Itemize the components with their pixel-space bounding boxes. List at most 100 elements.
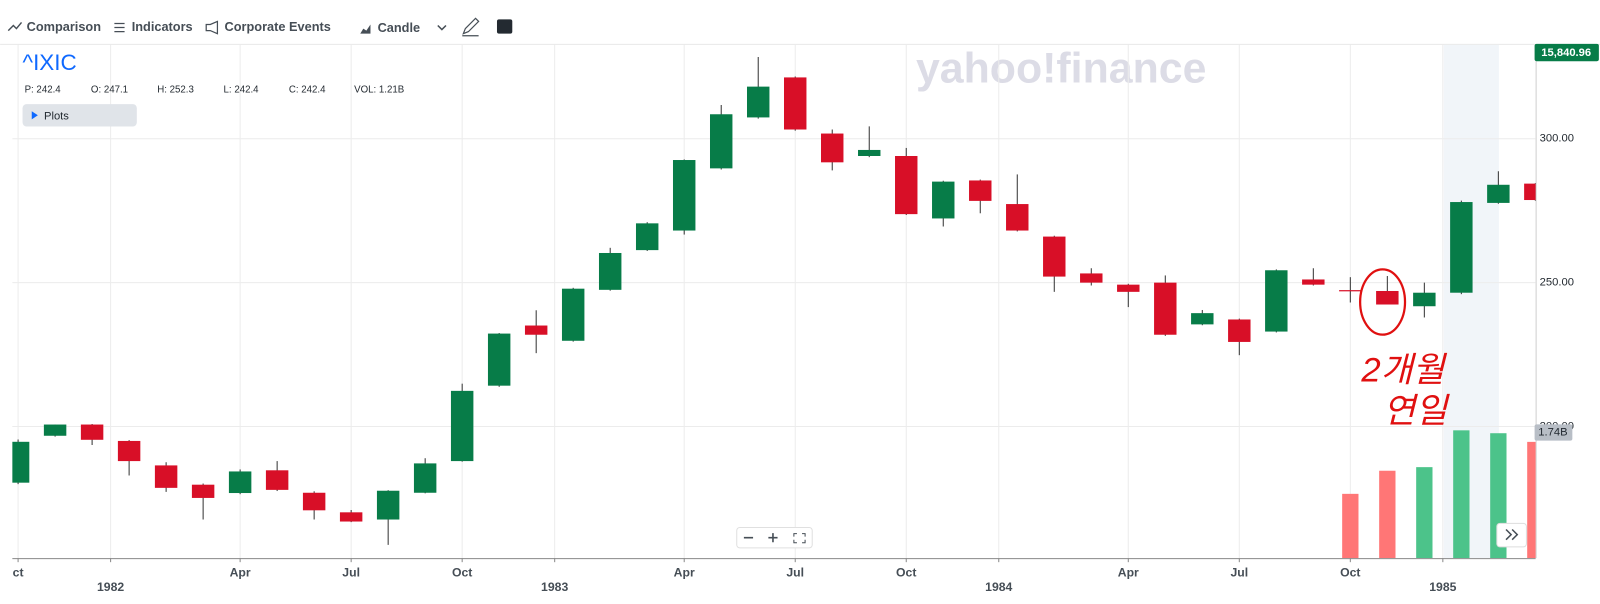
volume-bar bbox=[1527, 441, 1536, 559]
candle-body bbox=[1450, 202, 1473, 293]
layout-icon[interactable] bbox=[496, 19, 513, 34]
volume-tick-tag bbox=[1534, 424, 1573, 441]
x-tick-label: Apr bbox=[230, 566, 251, 580]
candle-body bbox=[450, 390, 474, 462]
annotation-text: 2개월 bbox=[1360, 352, 1447, 390]
candle-body bbox=[1117, 284, 1140, 292]
candle-body bbox=[635, 223, 659, 251]
highlight-band bbox=[1443, 44, 1499, 559]
x-tick-label: Apr bbox=[674, 566, 695, 580]
volume-bar bbox=[1379, 470, 1396, 559]
y-tick-label: 300.00 bbox=[1540, 133, 1574, 145]
x-tick-label: Jul bbox=[342, 566, 360, 580]
current-price-label: 15,840.96 bbox=[1541, 47, 1591, 59]
grid bbox=[12, 44, 1536, 559]
candle-body bbox=[746, 86, 770, 118]
candle-body bbox=[1191, 313, 1214, 325]
symbol-title: ^IXIC bbox=[23, 50, 77, 75]
x-tick-label: Jul bbox=[786, 566, 804, 580]
candle-body bbox=[413, 463, 437, 493]
plots-arrow[interactable] bbox=[31, 111, 38, 120]
candle-body bbox=[932, 181, 955, 219]
events-icon[interactable] bbox=[205, 20, 219, 35]
plots-button[interactable]: Plots bbox=[44, 110, 69, 122]
candle-body bbox=[228, 471, 252, 494]
candle-body bbox=[1376, 290, 1399, 305]
candle-body bbox=[858, 149, 881, 156]
x-tick-label: 1984 bbox=[985, 580, 1012, 594]
x-tick-label: Jul bbox=[1230, 566, 1248, 580]
zoom-in[interactable] bbox=[768, 533, 778, 543]
candle-body bbox=[1487, 184, 1510, 203]
x-tick-label: Oct bbox=[1340, 566, 1360, 580]
candle-body bbox=[487, 333, 511, 386]
candle-body bbox=[376, 490, 400, 520]
indicators-button[interactable]: Indicators bbox=[132, 19, 193, 34]
draw-icon[interactable] bbox=[462, 17, 480, 37]
chart-style-chevron[interactable] bbox=[437, 24, 447, 31]
y-tick-label: 250.00 bbox=[1540, 277, 1574, 289]
toolbar: Comparison Indicators Corporate Events C… bbox=[7, 17, 513, 37]
x-tick-label: Oct bbox=[896, 566, 916, 580]
candle-body bbox=[1080, 273, 1103, 283]
candle-body bbox=[12, 441, 30, 483]
candle-body bbox=[784, 77, 807, 130]
candle-body bbox=[598, 252, 622, 290]
x-tick-label: Oct bbox=[452, 566, 472, 580]
candle-body bbox=[524, 325, 548, 335]
candle-body bbox=[1524, 183, 1536, 201]
candle-body bbox=[1228, 319, 1251, 342]
x-tick-label: 1985 bbox=[1429, 580, 1456, 594]
volume-bar bbox=[1453, 430, 1470, 559]
candle-body bbox=[154, 465, 178, 488]
candle-body bbox=[1043, 236, 1066, 277]
scroll-right-icon[interactable] bbox=[1505, 528, 1519, 541]
ohlc-legend: P: 242.4 O: 247.1 H: 252.3 L: 242.4 C: 242.4… bbox=[25, 84, 405, 95]
fullscreen[interactable] bbox=[793, 533, 806, 544]
watermark: yahoo!finance bbox=[916, 45, 1206, 93]
candle-body bbox=[302, 492, 326, 511]
indicators-icon[interactable] bbox=[114, 22, 125, 33]
candle-body bbox=[1302, 279, 1325, 285]
axes: 200.00250.00300.00ct1982AprJulOct1983Apr… bbox=[13, 133, 1574, 594]
candle-body bbox=[1006, 204, 1029, 231]
x-tick-label: Apr bbox=[1118, 566, 1139, 580]
corporate-events-button[interactable]: Corporate Events bbox=[225, 19, 331, 34]
candle-body bbox=[339, 512, 363, 522]
candle-body bbox=[1339, 290, 1362, 292]
candle-body bbox=[43, 424, 67, 436]
comparison-button[interactable]: Comparison bbox=[27, 19, 101, 34]
annotation-text: 연일 bbox=[1383, 392, 1450, 430]
candle-body bbox=[117, 440, 141, 462]
volume-tick-label: 1.74B bbox=[1538, 426, 1567, 438]
candle-icon[interactable] bbox=[360, 24, 371, 34]
annotation-circle bbox=[1359, 268, 1407, 336]
chart-style-button[interactable]: Candle bbox=[378, 20, 421, 35]
ohlc-value: C: 242.4 bbox=[289, 84, 326, 95]
comparison-icon[interactable] bbox=[7, 21, 23, 32]
x-tick-label: ct bbox=[13, 566, 24, 580]
ohlc-value: P: 242.4 bbox=[25, 84, 62, 95]
plots-button-bg[interactable] bbox=[22, 104, 137, 127]
candle-body bbox=[709, 114, 733, 169]
candle-body bbox=[672, 160, 696, 231]
candle-body bbox=[191, 484, 215, 498]
ohlc-value: O: 247.1 bbox=[91, 84, 128, 95]
x-tick-label: 1983 bbox=[541, 580, 568, 594]
candle-body bbox=[1265, 270, 1288, 332]
volume-bar bbox=[1342, 493, 1359, 559]
ohlc-value: H: 252.3 bbox=[157, 84, 194, 95]
candle-body bbox=[80, 424, 104, 440]
candle-body bbox=[969, 180, 992, 201]
candle-body bbox=[265, 470, 289, 490]
candle-body bbox=[561, 288, 585, 341]
volume-bar bbox=[1416, 467, 1433, 559]
candle-body bbox=[1154, 282, 1177, 335]
ohlc-value: L: 242.4 bbox=[224, 84, 260, 95]
plot-area bbox=[12, 56, 1536, 559]
x-tick-label: 1982 bbox=[97, 580, 124, 594]
current-price-tag bbox=[1534, 43, 1599, 62]
